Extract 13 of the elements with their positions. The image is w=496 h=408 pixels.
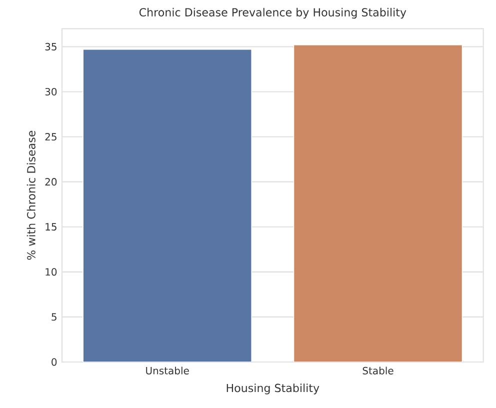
x-tick-label: Unstable [146,366,189,374]
y-tick-label: 10 [46,268,57,276]
x-tick-label: Stable [362,366,394,374]
y-tick-label: 20 [45,178,57,186]
y-tick-label: 0 [52,358,57,366]
y-axis-title: % with Chronic Disease [26,130,36,260]
y-tick-label: 25 [45,132,56,141]
chart-title: Chronic Disease Prevalence by Housing Stability [139,8,406,19]
y-tick-label: 30 [45,88,57,96]
x-axis-title: Housing Stability [226,384,320,394]
y-tick-label: 5 [52,313,56,321]
y-tick-label: 35 [45,42,56,50]
y-tick-label: 15 [46,223,56,231]
